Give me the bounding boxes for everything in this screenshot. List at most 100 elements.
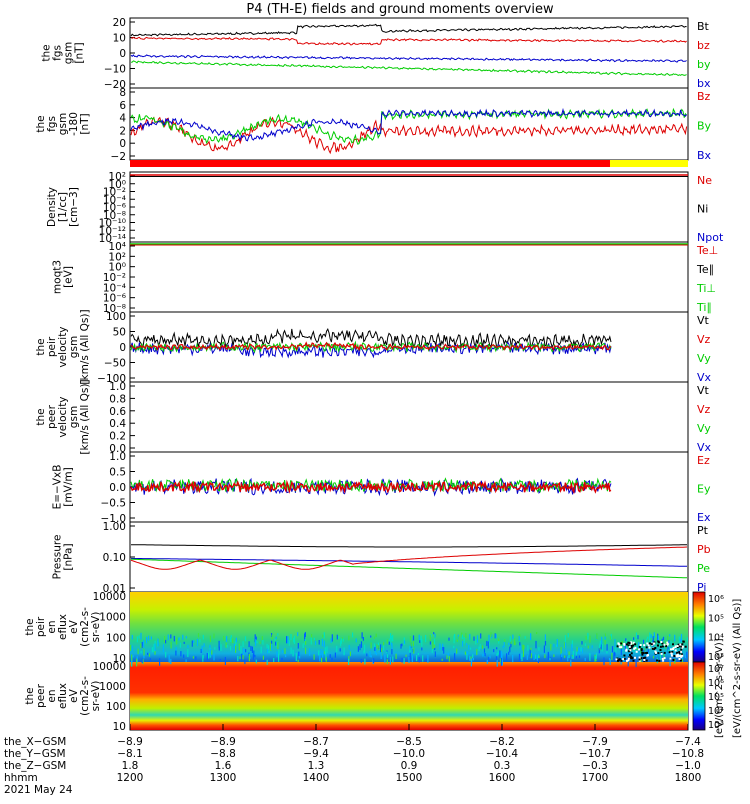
trace-line <box>131 544 687 548</box>
spectrogram-pixel <box>136 658 138 667</box>
spectrogram-pixel <box>630 655 633 658</box>
spectrogram-pixel <box>389 638 391 644</box>
spectrogram-pixel <box>638 642 640 650</box>
xaxis-value: 1700 <box>582 772 609 784</box>
spectrogram-pixel <box>342 638 344 642</box>
ylabel-text: the <box>35 338 47 355</box>
spectrogram-pixel <box>601 643 603 652</box>
spectrogram-pixel <box>575 651 577 658</box>
spectrogram-pixel <box>480 633 482 639</box>
spectrogram-pixel <box>233 644 236 652</box>
spectrogram-pixel <box>377 642 379 646</box>
spectrogram-pixel <box>508 642 510 646</box>
spectrogram-pixel <box>294 635 296 643</box>
spectrogram-pixel <box>599 640 601 643</box>
spectrogram-pixel <box>634 638 636 642</box>
ytick-label: 0.01 <box>103 583 126 595</box>
spectrogram-pixel <box>501 659 503 666</box>
spectrogram-pixel <box>647 644 650 647</box>
spectrogram-pixel <box>669 657 672 660</box>
spectrogram-pixel <box>322 650 324 658</box>
spectrogram-pixel <box>276 651 278 658</box>
spectrogram-pixel <box>364 658 366 665</box>
spectrogram-pixel <box>211 650 213 655</box>
spectrogram-pixel <box>182 634 184 640</box>
spectrogram-pixel <box>587 632 589 640</box>
spectrogram-pixel <box>322 634 324 638</box>
spectrogram-pixel <box>567 656 569 662</box>
spectrogram-pixel <box>271 634 273 640</box>
spectrogram-pixel <box>380 644 382 653</box>
spectrogram-pixel <box>632 659 635 662</box>
spectrogram-pixel <box>685 654 687 659</box>
xaxis-value: 1500 <box>396 772 423 784</box>
spectrogram-pixel <box>668 651 671 654</box>
spectrogram-pixel <box>226 645 228 648</box>
spectrogram-pixel <box>187 649 189 658</box>
spectrogram-pixel <box>580 647 582 652</box>
spectrogram-pixel <box>676 655 679 658</box>
spectrogram-pixel <box>571 640 573 648</box>
spectrogram-pixel <box>678 655 681 658</box>
colorbar-tick: 10⁵ <box>708 692 724 703</box>
spectrogram-pixel <box>510 641 512 644</box>
spectrogram-pixel <box>636 644 638 647</box>
spectrogram-pixel <box>643 644 646 647</box>
xaxis-value: −0.3 <box>582 760 608 772</box>
spectrogram-pixel <box>666 643 669 646</box>
spectrogram-pixel <box>277 642 279 650</box>
spectrogram-pixel <box>357 646 359 652</box>
ylabel-text: peer <box>46 404 58 429</box>
spectrogram-pixel <box>684 645 687 648</box>
spectrogram-pixel <box>254 634 256 643</box>
spectrogram-pixel <box>584 643 586 647</box>
spectrogram-pixel <box>154 650 156 655</box>
spectrogram-pixel <box>638 658 641 661</box>
spectrogram-pixel <box>600 644 602 650</box>
spectrogram-pixel <box>441 658 443 661</box>
colorbar-tick: 10⁶ <box>708 678 724 689</box>
spectrogram-pixel <box>250 645 252 652</box>
ylabel-text: (cm2-s- <box>79 676 91 716</box>
spectrogram-pixel <box>256 641 258 644</box>
spectrogram-pixel <box>651 647 654 650</box>
spectrogram-pixel <box>323 640 325 648</box>
spectrogram-pixel <box>405 654 407 657</box>
spectrogram-pixel <box>374 650 376 655</box>
spectrogram-pixel <box>318 640 320 645</box>
spectrogram-pixel <box>178 637 180 641</box>
traces-density <box>130 174 688 177</box>
spectrogram-pixel <box>262 655 264 660</box>
ytick-label: 100 <box>106 632 126 644</box>
spectrogram-pixel <box>678 658 681 660</box>
spectrogram-pixel <box>679 655 682 657</box>
spectrogram-pixel <box>219 659 221 662</box>
spectrogram-pixel <box>165 639 167 644</box>
spectrogram-pixel <box>482 653 484 657</box>
ytick-label: 0.8 <box>109 393 126 405</box>
ytick-label: 10⁴ <box>108 241 126 253</box>
spectrogram-pixel <box>672 643 674 646</box>
spectrogram-pixel <box>496 653 498 657</box>
spectrogram-pixel <box>146 636 148 644</box>
spectrogram-pixel <box>661 645 664 648</box>
spectrogram-pixel <box>670 641 672 644</box>
spectrogram-pixel <box>611 652 613 661</box>
spectrogram-pixel <box>381 647 383 656</box>
legend-ti∥: Ti∥ <box>696 301 712 314</box>
spectrogram-pixel <box>550 657 552 661</box>
spectrogram-pixel <box>522 644 524 651</box>
legend-vz: Vz <box>697 403 711 416</box>
xaxis-value: −10.8 <box>672 748 704 760</box>
xaxis-value: 1.3 <box>308 760 325 772</box>
spectrogram-pixel <box>488 634 490 643</box>
xaxis-value: −7.9 <box>582 736 608 748</box>
spectrogram-pixel <box>148 635 150 641</box>
ylabel-text: en <box>46 689 58 702</box>
spectrogram-pixel <box>628 650 631 653</box>
ylabel-text: [cm−3] <box>68 187 80 227</box>
ytick-label: −20 <box>104 79 126 91</box>
spectrogram-pixel <box>244 636 247 642</box>
trace-line <box>130 479 612 495</box>
spectrogram-pixel <box>673 655 676 657</box>
